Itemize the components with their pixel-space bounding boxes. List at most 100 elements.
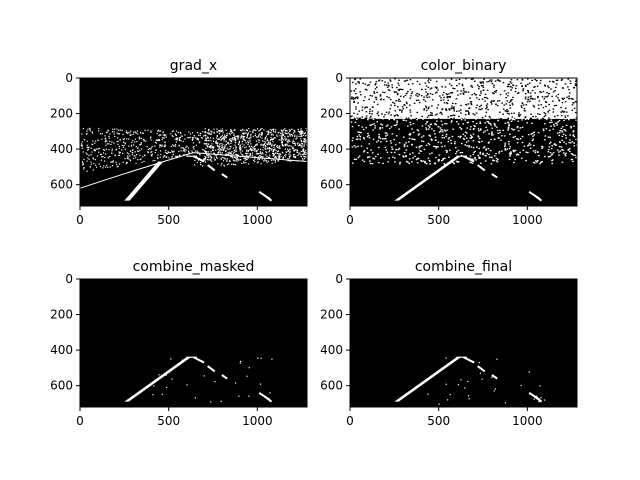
bright-pixel: [464, 135, 467, 137]
edge-pixel: [115, 161, 117, 163]
bright-pixel: [418, 152, 420, 154]
bright-pixel: [569, 134, 571, 136]
bright-pixel: [461, 142, 463, 145]
edge-pixel: [86, 146, 88, 148]
edge-pixel: [216, 144, 218, 146]
dark-pixel: [398, 88, 401, 90]
dark-pixel: [562, 111, 565, 113]
edge-pixel: [235, 142, 237, 144]
edge-pixel: [108, 156, 111, 158]
y-tick-label: 400: [320, 343, 343, 357]
bright-pixel: [362, 136, 365, 139]
edge-pixel: [102, 149, 105, 151]
edge-pixel: [200, 133, 202, 135]
edge-pixel: [171, 155, 173, 157]
edge-pixel: [294, 136, 296, 138]
edge-pixel: [81, 141, 83, 143]
bright-pixel: [428, 134, 431, 137]
edge-pixel: [269, 143, 271, 145]
bright-pixel: [483, 146, 486, 148]
dark-pixel: [552, 100, 554, 102]
bright-pixel: [552, 123, 555, 126]
edge-pixel: [205, 161, 207, 163]
bright-pixel: [475, 122, 478, 125]
edge-pixel: [216, 131, 218, 133]
dark-pixel: [357, 102, 359, 104]
edge-pixel: [151, 151, 153, 153]
edge-pixel: [254, 150, 256, 152]
dark-pixel: [428, 96, 431, 98]
dark-pixel: [563, 97, 566, 100]
edge-pixel: [246, 149, 248, 151]
edge-pixel: [157, 129, 160, 131]
edge-pixel: [204, 155, 206, 158]
dark-pixel: [440, 111, 443, 114]
bright-pixel: [488, 153, 490, 156]
dark-pixel: [547, 95, 549, 97]
edge-pixel: [243, 137, 245, 139]
dark-pixel: [473, 114, 476, 116]
dark-pixel: [405, 101, 408, 103]
y-tick-label: 200: [50, 308, 73, 322]
edge-pixel: [158, 135, 160, 137]
dark-pixel: [406, 92, 408, 95]
edge-pixel: [203, 135, 205, 137]
edge-pixel: [220, 153, 222, 155]
edge-pixel: [225, 141, 227, 143]
edge-pixel: [257, 153, 259, 155]
edge-pixel: [202, 165, 204, 167]
bright-pixel: [541, 146, 544, 148]
edge-pixel: [159, 150, 162, 152]
edge-pixel: [135, 132, 137, 134]
edge-pixel: [297, 142, 299, 144]
bright-pixel: [446, 150, 449, 152]
edge-pixel: [126, 138, 128, 140]
dark-pixel: [490, 103, 493, 105]
bright-pixel: [485, 149, 487, 151]
bright-pixel: [437, 159, 440, 161]
edge-pixel: [113, 133, 115, 135]
dark-pixel: [431, 93, 434, 96]
edge-pixel: [218, 130, 220, 132]
dark-pixel: [500, 121, 502, 123]
bright-pixel: [512, 149, 515, 151]
dark-pixel: [517, 92, 520, 94]
edge-pixel: [243, 129, 245, 131]
edge-pixel: [260, 163, 262, 165]
edge-pixel: [213, 146, 215, 148]
dark-pixel: [565, 111, 568, 113]
dark-pixel: [534, 78, 536, 81]
edge-pixel: [180, 150, 182, 152]
dark-pixel: [420, 94, 423, 97]
dark-pixel: [410, 115, 412, 117]
edge-pixel: [165, 156, 167, 158]
edge-pixel: [223, 164, 225, 166]
bright-pixel: [558, 134, 561, 137]
dark-pixel: [570, 97, 573, 100]
edge-pixel: [104, 135, 106, 137]
bright-pixel: [562, 149, 565, 151]
edge-pixel: [285, 139, 287, 141]
x-tick-label: 0: [76, 414, 84, 428]
dark-pixel: [472, 126, 475, 128]
bright-pixel: [403, 156, 405, 158]
edge-pixel: [269, 131, 271, 133]
dark-pixel: [463, 128, 465, 130]
bright-pixel: [374, 155, 377, 158]
dark-pixel: [390, 104, 392, 106]
bright-pixel: [457, 123, 460, 125]
edge-pixel: [278, 153, 280, 155]
dark-pixel: [380, 98, 383, 100]
dark-pixel: [458, 121, 461, 123]
dark-pixel: [509, 100, 512, 102]
bright-pixel: [425, 127, 427, 129]
edge-pixel: [226, 135, 228, 137]
edge-pixel: [287, 145, 289, 147]
dark-pixel: [458, 78, 461, 81]
dark-pixel: [364, 117, 367, 119]
dark-pixel: [507, 83, 510, 85]
bright-pixel: [477, 136, 480, 138]
dark-pixel: [449, 129, 452, 131]
bright-pixel: [436, 120, 438, 122]
